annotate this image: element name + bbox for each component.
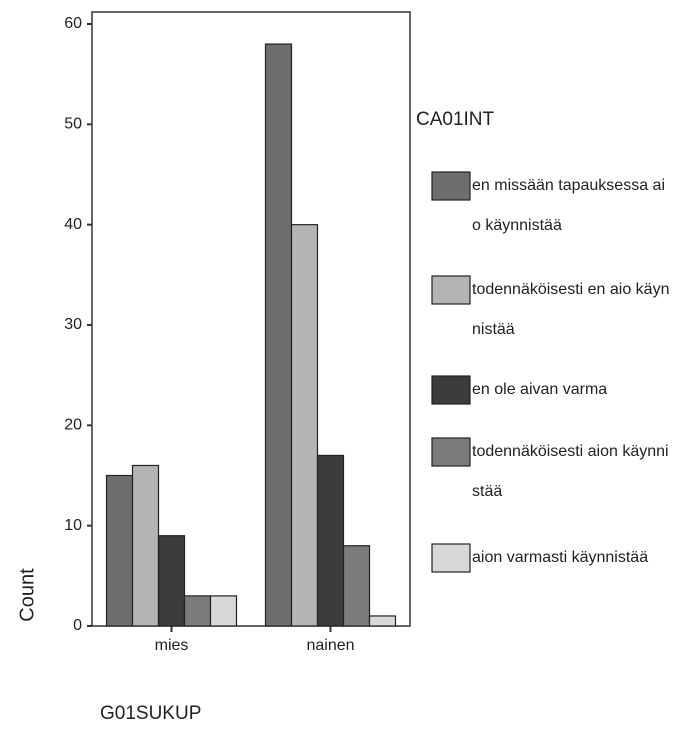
x-tick-label: mies (155, 637, 189, 654)
bar (368, 615, 397, 627)
bar (316, 454, 345, 627)
legend-label: aion varmasti käynnistää (472, 549, 649, 566)
bar (290, 224, 319, 627)
x-tick-label: nainen (306, 637, 354, 654)
y-tick-label: 40 (64, 216, 82, 233)
legend-swatch (431, 437, 471, 467)
legend-swatch (431, 375, 471, 405)
bar (209, 595, 238, 627)
legend-label: en ole aivan varma (472, 381, 608, 398)
legend-swatch (431, 543, 471, 573)
y-tick-label: 10 (64, 517, 82, 534)
y-tick-label: 0 (73, 617, 82, 634)
bar (342, 545, 371, 627)
x-axis-label: G01SUKUP (100, 703, 201, 724)
bar (183, 595, 212, 627)
legend-swatch (431, 275, 471, 305)
y-tick-label: 20 (64, 417, 82, 434)
y-tick-label: 60 (64, 15, 82, 32)
bar (105, 474, 134, 627)
y-tick-label: 30 (64, 316, 82, 333)
bar (264, 43, 293, 627)
bar (131, 464, 160, 627)
bar (157, 535, 186, 627)
y-tick-label: 50 (64, 116, 82, 133)
legend-label: todennäköisesti en aio käynnistää (472, 281, 670, 338)
y-axis-label: Count (16, 568, 38, 622)
legend-title: CA01INT (416, 109, 495, 130)
legend-label: en missään tapauksessa aio käynnistää (472, 177, 665, 234)
plot-frame (91, 11, 411, 627)
legend-label: todennäköisesti aion käynnistää (472, 443, 669, 500)
legend-swatch (431, 171, 471, 201)
